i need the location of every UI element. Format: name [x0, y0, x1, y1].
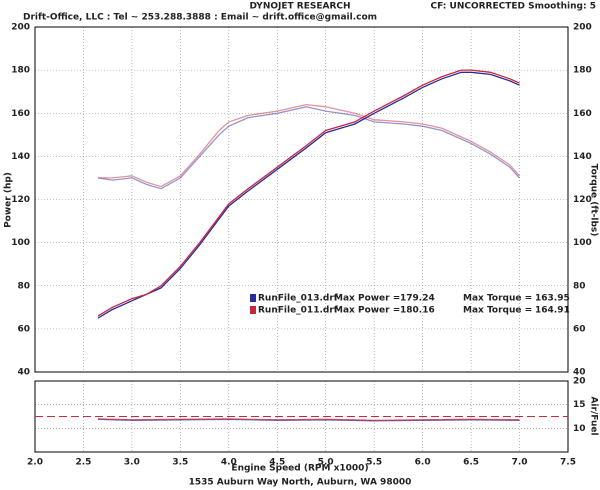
legend-name: RunFile_011.drf — [258, 306, 338, 316]
legend-swatch — [250, 294, 256, 302]
afr-axis-title: Air/Fuel — [589, 396, 599, 435]
x-tick-label: 6.5 — [463, 458, 479, 468]
x-tick-label: 5.0 — [318, 458, 334, 468]
y-tick-label: 180 — [11, 66, 30, 76]
y-tick-label: 60 — [17, 324, 30, 334]
afr-line — [97, 418, 520, 421]
y-tick-label: 200 — [11, 23, 30, 33]
y-tick-label: 40 — [17, 368, 30, 378]
y2-tick-label: 100 — [573, 238, 592, 248]
y2-tick-label: 10 — [573, 424, 586, 434]
y2-tick-label: 200 — [573, 23, 592, 33]
max-power: 179.24 — [400, 294, 435, 304]
legend-name: RunFile_013.drf — [258, 294, 338, 304]
y-tick-label: 80 — [17, 281, 30, 291]
max-torque: 163.95 — [535, 294, 570, 304]
y-tick-label: 160 — [11, 109, 30, 119]
max-power-label: Max Power = — [334, 294, 400, 304]
y-tick-label: 120 — [11, 195, 30, 205]
y-tick-label: 100 — [11, 238, 30, 248]
y2-tick-label: 80 — [573, 281, 586, 291]
x-axis-title: Engine Speed (RPM x1000) — [231, 464, 368, 474]
x-tick-label: 3.5 — [172, 458, 188, 468]
x-tick-label: 7.0 — [512, 458, 528, 468]
power-line — [97, 71, 520, 319]
plot-frame — [34, 26, 569, 373]
torque-line — [98, 103, 520, 188]
x-tick-label: 6.0 — [415, 458, 431, 468]
y2-tick-label: 15 — [573, 400, 586, 410]
torque-line — [97, 106, 520, 190]
y-axis-title: Power (hp) — [4, 172, 14, 228]
legend-swatch — [250, 306, 256, 314]
x-tick-label: 2.0 — [27, 458, 43, 468]
y2-axis-title: Torque (ft-lbs) — [589, 164, 599, 237]
x-tick-label: 7.5 — [560, 458, 576, 468]
y2-tick-label: 120 — [573, 195, 592, 205]
x-tick-label: 4.0 — [221, 458, 237, 468]
max-power-label: Max Power = — [334, 306, 400, 316]
max-torque: 164.91 — [535, 306, 570, 316]
y2-tick-label: 180 — [573, 66, 592, 76]
power-line — [97, 69, 520, 317]
footer: 1535 Auburn Way North, Auburn, WA 98000 — [189, 478, 412, 488]
company: DYNOJET RESEARCH — [249, 2, 350, 12]
y2-tick-label: 20 — [573, 377, 586, 387]
max-torque-label: Max Torque = — [463, 306, 532, 316]
y2-tick-label: 140 — [573, 152, 592, 162]
y2-tick-label: 60 — [573, 324, 586, 334]
settings: CF: UNCORRECTED Smoothing: 5 — [431, 2, 596, 12]
y2-tick-label: 40 — [573, 368, 586, 378]
max-torque-label: Max Torque = — [463, 294, 532, 304]
y2-tick-label: 160 — [573, 109, 592, 119]
x-tick-label: 2.5 — [75, 458, 91, 468]
contact: Drift-Office, LLC : Tel ~ 253.288.3888 :… — [23, 13, 377, 23]
x-tick-label: 4.5 — [269, 458, 285, 468]
y-tick-label: 140 — [11, 152, 30, 162]
x-tick-label: 5.5 — [366, 458, 382, 468]
x-tick-label: 3.0 — [124, 458, 140, 468]
max-power: 180.16 — [400, 306, 435, 316]
